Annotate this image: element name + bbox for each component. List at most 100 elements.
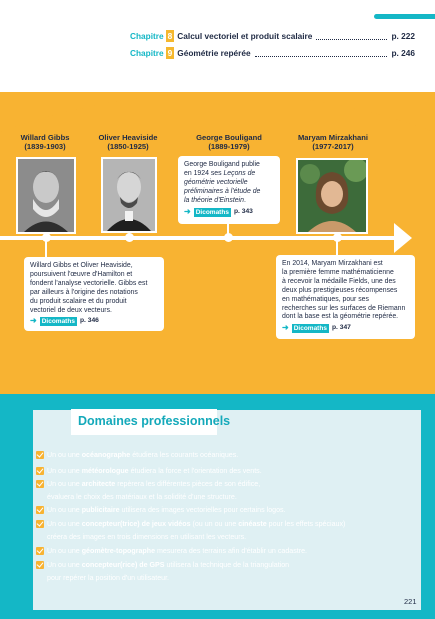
toc-leader-dots (316, 38, 388, 40)
gibbs-portrait-image (18, 159, 74, 232)
toc-chapter-label: Chapitre (130, 31, 164, 41)
card-line: En 2014, Maryam Mirzakhani est (282, 260, 383, 267)
domaines-panel (33, 410, 421, 610)
person-mirzakhani-label: Maryam Mirzakhani (1977-2017) (290, 133, 376, 151)
card-text: . (243, 196, 246, 204)
card-line: par ailleurs à l'origine des notations (30, 288, 138, 296)
card-line: à recevoir la médaille Fields, une des (282, 277, 396, 285)
check-icon (36, 506, 44, 514)
card-line: George Bouligand publie (184, 161, 260, 168)
card-italic-text: Leçons de (223, 169, 256, 177)
card-text: en 1924 ses (184, 169, 222, 177)
card-line: fondent l'analyse vectorielle. Gibbs est (30, 279, 148, 287)
timeline-marker-bouligand (224, 233, 233, 242)
item-profession: météorologue (81, 467, 129, 475)
card-line: la théorie d'Einstein. (184, 197, 274, 206)
domaine-item: Un ou une météorologue étudiera la force… (47, 466, 262, 476)
card-line: la première femme mathématicienne (282, 268, 394, 276)
timeline-marker-heaviside (125, 233, 134, 242)
toc-row-chapter-9[interactable]: Chapitre 9 Géométrie repérée p. 246 (130, 46, 415, 60)
domaine-item: Un ou une publicitaire utilisera des ima… (47, 505, 286, 515)
person-name: George Bouligand (196, 133, 262, 142)
item-profession: architecte (81, 480, 116, 488)
domaine-item: Un ou une géomètre-topographe mesurera d… (47, 546, 307, 556)
card-line: recherches sur les surfaces de Riemann (282, 304, 406, 312)
person-name: Willard Gibbs (20, 133, 70, 142)
card-line: poursuivent l'œuvre d'Hamilton et (30, 270, 133, 278)
toc-chapter-title: Géométrie repérée (177, 48, 251, 58)
reference-page: p. 347 (331, 324, 351, 332)
gibbs-heaviside-card: Willard Gibbs et Oliver Heaviside, pours… (24, 257, 164, 331)
bouligand-card: George Bouligand publie en 1924 ses Leço… (178, 156, 280, 224)
mirzakhani-portrait (296, 158, 368, 234)
item-profession: concepteur(rice) de GPS (81, 561, 165, 569)
toc-chapter-number: 9 (165, 47, 175, 59)
dicomaths-reference[interactable]: ➜ Dicomaths p. 347 (282, 323, 409, 334)
person-name: Maryam Mirzakhani (297, 133, 369, 142)
domaine-item: Un ou une architecte repèrera les différ… (47, 479, 260, 489)
item-text: utilisera des images vectorielles pour c… (119, 506, 286, 514)
dicomaths-reference[interactable]: ➜ Dicomaths p. 343 (184, 206, 274, 217)
connector-bouligand (227, 224, 229, 236)
card-line: du produit scalaire et du produit (30, 297, 127, 305)
toc-chapter-label: Chapitre (130, 48, 164, 58)
toc-chapter-title: Calcul vectoriel et produit scalaire (177, 31, 313, 41)
card-italic-line: préliminaires à l'étude de (184, 187, 261, 195)
item-profession: concepteur(trice) de jeux vidéos (81, 520, 191, 528)
card-line: Willard Gibbs et Oliver Heaviside, (30, 262, 133, 269)
person-bouligand-label: George Bouligand (1889-1979) (188, 133, 270, 151)
heaviside-portrait (101, 157, 157, 233)
item-text: mesurera des terrains afin d'établir un … (155, 547, 308, 555)
arrow-right-icon: ➜ (282, 323, 289, 333)
card-line: dont la base est la géométrie repérée. (282, 313, 399, 321)
card-line: en mathématiques, pour ses (282, 295, 369, 303)
arrow-right-icon: ➜ (184, 206, 191, 216)
item-profession: publicitaire (81, 506, 120, 514)
card-line: deux plus prestigieuses récompenses (282, 286, 398, 294)
item-text: Un ou une (47, 561, 82, 569)
check-icon (36, 467, 44, 475)
timeline-line (0, 236, 396, 240)
check-icon (36, 520, 44, 528)
check-icon (36, 561, 44, 569)
item-text: repèrera les différentes pièces de son é… (115, 480, 261, 488)
card-line: en 1924 ses Leçons de (184, 170, 274, 179)
domaine-item: Un ou une océanographe étudiera les cour… (47, 450, 238, 460)
domaine-item-continuation: évaluera le choix des matériaux et la so… (47, 493, 237, 501)
item-text: utilisera la technique de la triangulati… (164, 561, 290, 569)
domaine-item: Un ou une concepteur(trice) de jeux vidé… (47, 519, 345, 529)
toc-chapter-page: p. 246 (391, 48, 415, 58)
item-text: Un ou une (47, 480, 82, 488)
dicomaths-reference[interactable]: ➜ Dicomaths p. 346 (30, 317, 158, 327)
person-dates: (1839-1903) (24, 142, 66, 151)
connector-mirzakhani (336, 240, 338, 257)
item-text: Un ou une (47, 506, 82, 514)
item-text: Un ou une (47, 451, 82, 459)
toc-chapter-page: p. 222 (391, 31, 415, 41)
card-italic-line: géométrie vectorielle (184, 178, 248, 186)
timeline-marker-mirzakhani (333, 233, 342, 242)
item-text: Un ou une (47, 547, 82, 555)
toc-row-chapter-8[interactable]: Chapitre 8 Calcul vectoriel et produit s… (130, 29, 415, 43)
item-text: (ou un ou une (190, 520, 239, 528)
timeline-arrow (394, 223, 412, 253)
dicomaths-badge: Dicomaths (291, 324, 329, 334)
person-gibbs-label: Willard Gibbs (1839-1903) (14, 133, 76, 151)
check-icon (36, 480, 44, 488)
timeline-marker-gibbs (42, 233, 51, 242)
person-name: Oliver Heaviside (98, 133, 158, 142)
item-text: pour les effets spéciaux) (266, 520, 346, 528)
domaine-item-continuation: créera des images en trois dimensions en… (47, 533, 247, 541)
check-icon (36, 451, 44, 459)
person-dates: (1850-1925) (107, 142, 149, 151)
domaine-item: Un ou une concepteur(rice) de GPS utilis… (47, 560, 289, 570)
card-italic-text: la théorie d'Einstein (184, 196, 244, 204)
card-line: vectoriel de deux vecteurs. (30, 306, 112, 314)
reference-page: p. 343 (233, 207, 253, 215)
item-text: Un ou une (47, 520, 82, 528)
dicomaths-badge: Dicomaths (193, 207, 231, 217)
item-profession: océanographe (81, 451, 131, 459)
item-profession: cinéaste (238, 520, 267, 528)
item-text: étudiera les courants océaniques. (130, 451, 239, 459)
